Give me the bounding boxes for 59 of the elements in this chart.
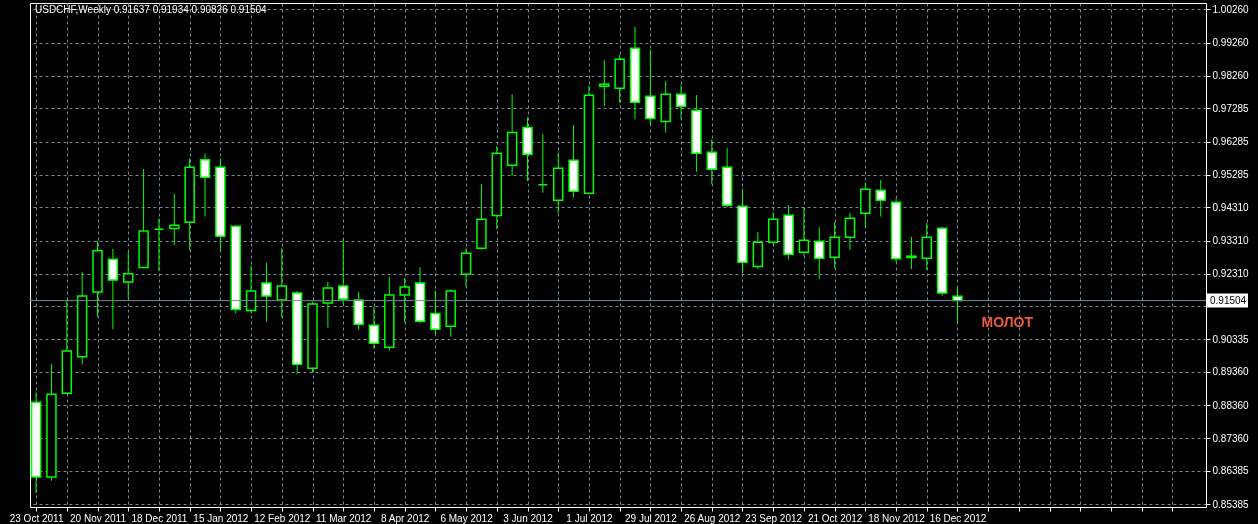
x-tick-label: 11 Mar 2012 — [316, 512, 372, 524]
y-tick-label: 0.88360 — [1212, 399, 1250, 411]
candlestick — [337, 238, 349, 305]
x-tick-label: 18 Dec 2011 — [131, 512, 188, 524]
x-tick-label: 6 May 2012 — [440, 512, 494, 524]
y-tick-label: 1.00260 — [1212, 3, 1250, 15]
candlestick — [844, 212, 856, 251]
y-tick-label: 0.99260 — [1212, 37, 1250, 49]
candlestick — [645, 49, 656, 125]
candlestick — [906, 236, 917, 270]
candlestick — [245, 265, 257, 314]
candlestick — [706, 138, 718, 185]
y-tick-label: 0.93310 — [1212, 235, 1250, 247]
candlestick — [767, 211, 779, 246]
x-tick-label: 16 Dec 2012 — [929, 512, 987, 524]
annotation: МОЛОТ — [981, 314, 1034, 331]
y-tick-label: 0.90335 — [1212, 334, 1250, 345]
y-tick-label: 0.85385 — [1212, 498, 1250, 510]
x-tick-label: 8 Apr 2012 — [380, 512, 430, 524]
y-tick-label: 0.95285 — [1212, 169, 1250, 181]
y-tick-label: 0.98260 — [1212, 70, 1250, 82]
chart-title: USDCHF,Weekly 0.91637 0.91934 0.90826 0.91504 — [35, 4, 268, 15]
y-tick-label: 0.92310 — [1212, 268, 1250, 280]
x-tick-label: 26 Aug 2012 — [684, 512, 741, 524]
candlestick — [368, 306, 380, 349]
x-tick-label: 15 Jan 2012 — [193, 512, 249, 524]
candlestick — [829, 221, 840, 269]
candlestick — [675, 84, 687, 120]
candlestick — [921, 222, 933, 271]
candlestick — [875, 179, 886, 218]
candlestick — [798, 206, 810, 257]
y-tick-label: 0.87360 — [1212, 432, 1250, 444]
x-tick-label: 12 Feb 2012 — [254, 512, 311, 524]
candlestick — [199, 152, 211, 218]
candlestick — [814, 226, 825, 280]
candlestick — [460, 247, 472, 288]
candlestick — [122, 251, 134, 299]
candlestick — [276, 247, 288, 318]
candlestick — [169, 193, 180, 246]
candlestick — [599, 59, 610, 107]
candlestick — [860, 182, 871, 228]
x-tick-label: 23 Sep 2012 — [745, 512, 803, 524]
y-tick-label: 0.96285 — [1212, 136, 1250, 148]
x-tick-label: 1 Jul 2012 — [566, 512, 613, 524]
x-tick-label: 18 Nov 2012 — [868, 512, 926, 524]
x-tick-label: 29 Jul 2012 — [625, 512, 678, 524]
candlestick — [399, 277, 410, 323]
candlestick — [430, 290, 441, 335]
y-tick-label: 0.97285 — [1212, 102, 1250, 114]
x-tick-label: 21 Oct 2012 — [807, 512, 863, 524]
y-tick-label: 0.94310 — [1212, 201, 1250, 213]
candlestick — [322, 281, 334, 329]
x-tick-label: 3 Jun 2012 — [503, 512, 554, 524]
x-tick-label: 20 Nov 2011 — [70, 512, 127, 524]
x-tick-label: 23 Oct 2011 — [9, 512, 64, 524]
candlestick — [261, 262, 272, 323]
candlestick — [107, 248, 119, 330]
y-tick-label: 0.86385 — [1212, 465, 1250, 477]
y-tick-label: 0.89360 — [1212, 366, 1250, 378]
